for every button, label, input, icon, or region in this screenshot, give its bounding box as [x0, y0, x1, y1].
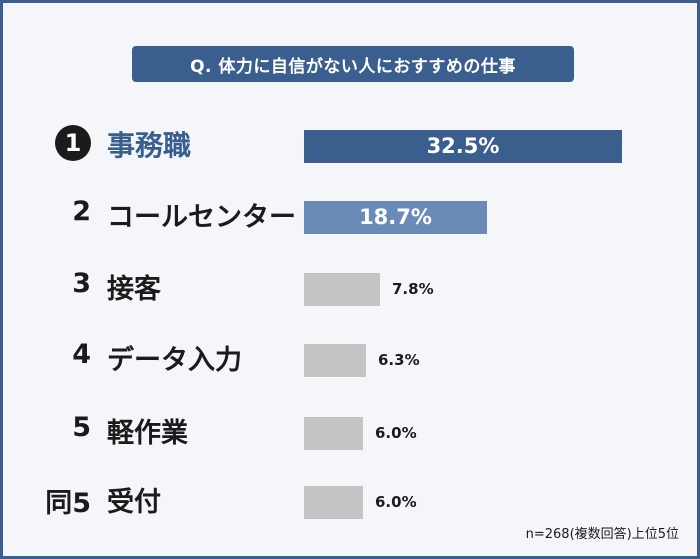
- bar: [304, 416, 363, 450]
- category-label: 事務職: [107, 129, 192, 162]
- value-label: 6.0%: [375, 424, 417, 442]
- rank-badge-1: 1: [55, 125, 91, 161]
- rank-number: 3: [72, 268, 91, 299]
- category-label: 軽作業: [107, 418, 188, 449]
- value-label: 32.5%: [426, 134, 500, 158]
- rank-number: 同5: [45, 488, 91, 519]
- category-label: データ入力: [107, 345, 242, 376]
- sample-note: n=268(複数回答)上位5位: [525, 527, 679, 542]
- value-label: 6.3%: [378, 351, 420, 369]
- rank-number: 2: [72, 196, 91, 227]
- chart-title: Q. 体力に自信がない人におすすめの仕事: [132, 46, 574, 82]
- category-label: コールセンター: [107, 202, 296, 233]
- bar: [304, 485, 363, 519]
- category-label: 接客: [107, 274, 161, 305]
- category-label: 受付: [107, 487, 161, 518]
- rank-number: 4: [72, 339, 91, 370]
- value-label: 6.0%: [375, 493, 417, 511]
- value-label: 7.8%: [392, 280, 434, 298]
- bar: [304, 343, 366, 377]
- bar: [304, 129, 622, 163]
- rank-number: 5: [72, 412, 91, 443]
- value-label: 18.7%: [359, 205, 432, 229]
- bar: [304, 200, 487, 234]
- bar: [304, 272, 380, 306]
